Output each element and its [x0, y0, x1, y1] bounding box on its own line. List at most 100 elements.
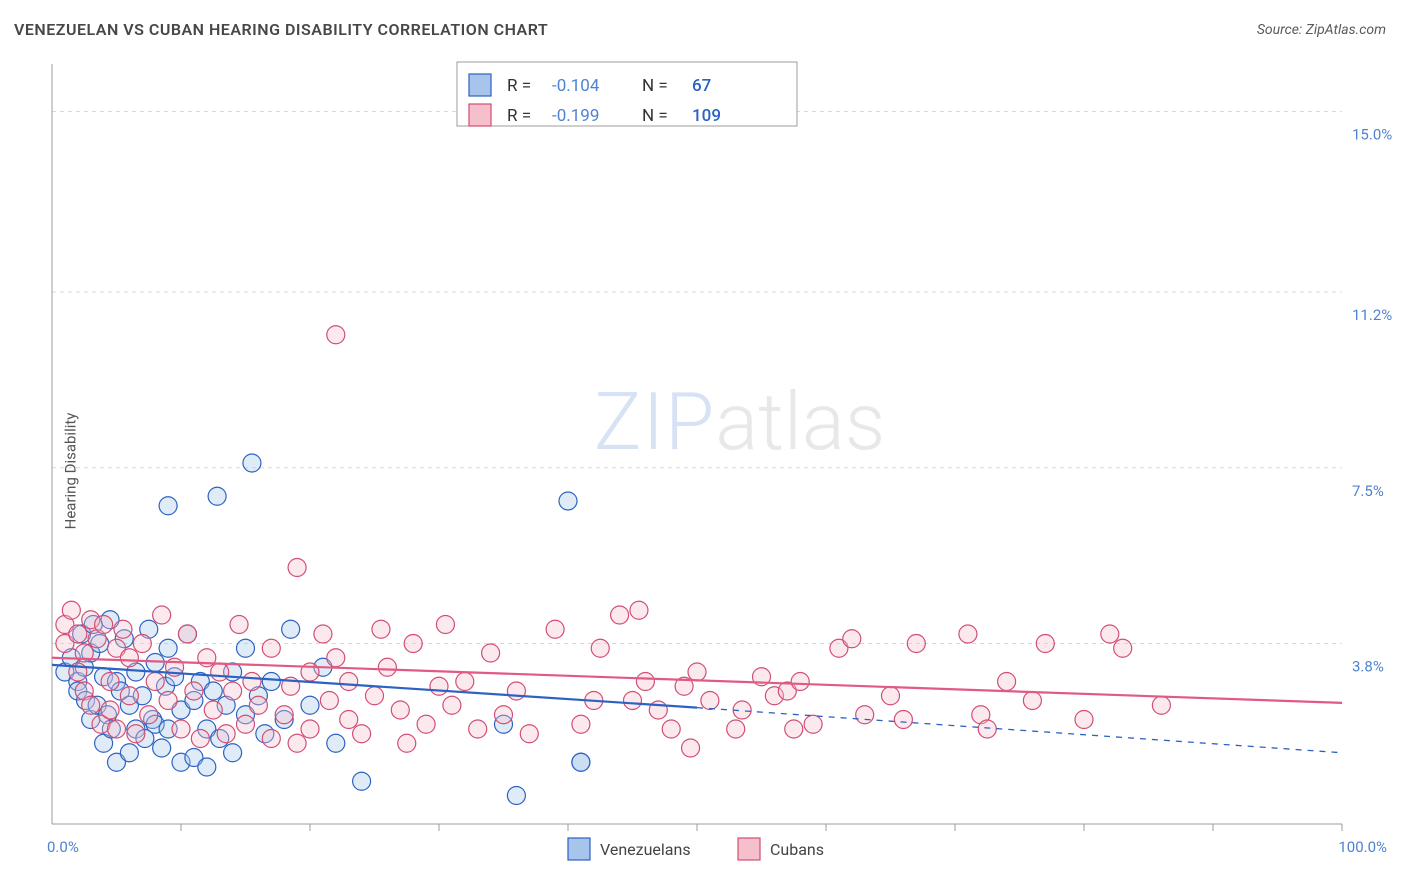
data-point — [469, 720, 487, 738]
data-point — [1114, 639, 1132, 657]
data-point — [262, 673, 280, 691]
data-point — [120, 649, 138, 667]
data-point — [443, 696, 461, 714]
y-tick-label: 7.5% — [1352, 482, 1384, 500]
data-point — [101, 701, 119, 719]
data-point — [301, 696, 319, 714]
data-point — [95, 616, 113, 634]
data-point — [282, 620, 300, 638]
data-point — [1152, 696, 1170, 714]
data-point — [688, 663, 706, 681]
data-point — [62, 601, 80, 619]
data-point — [1036, 635, 1054, 653]
data-point — [978, 720, 996, 738]
data-point — [224, 682, 242, 700]
data-point — [572, 715, 590, 733]
data-point — [456, 673, 474, 691]
data-point — [243, 454, 261, 472]
data-point — [785, 720, 803, 738]
data-point — [301, 720, 319, 738]
data-point — [178, 625, 196, 643]
data-point — [191, 730, 209, 748]
data-point — [1101, 625, 1119, 643]
series-legend-chip — [568, 838, 590, 860]
data-point — [882, 687, 900, 705]
data-point — [624, 692, 642, 710]
data-point — [159, 692, 177, 710]
x-max-label: 100.0% — [1338, 838, 1387, 856]
source-attribution: Source: ZipAtlas.com — [1257, 22, 1386, 38]
legend-n-value: 109 — [692, 106, 721, 126]
data-point — [198, 758, 216, 776]
data-point — [204, 682, 222, 700]
data-point — [159, 497, 177, 515]
data-point — [140, 706, 158, 724]
data-point — [224, 744, 242, 762]
data-point — [572, 753, 590, 771]
data-point — [211, 663, 229, 681]
data-point — [430, 677, 448, 695]
data-point — [230, 616, 248, 634]
data-point — [327, 326, 345, 344]
data-point — [520, 725, 538, 743]
data-point — [378, 658, 396, 676]
data-point — [101, 673, 119, 691]
legend-n-label: N = — [642, 106, 668, 126]
data-point — [320, 692, 338, 710]
data-point — [172, 720, 190, 738]
data-point — [791, 673, 809, 691]
data-point — [133, 635, 151, 653]
data-point — [120, 744, 138, 762]
data-point — [546, 620, 564, 638]
legend-chip — [469, 74, 491, 96]
x-min-label: 0.0% — [47, 838, 79, 856]
data-point — [856, 706, 874, 724]
data-point — [436, 616, 454, 634]
data-point — [843, 630, 861, 648]
data-point — [398, 734, 416, 752]
y-axis-label: Hearing Disability — [61, 413, 79, 530]
chart-svg: 3.8%7.5%11.2%15.0%ZIPatlasR =-0.104N =67… — [0, 56, 1406, 886]
data-point — [288, 734, 306, 752]
data-point — [507, 787, 525, 805]
data-point — [146, 673, 164, 691]
legend-r-label: R = — [507, 76, 531, 96]
data-point — [682, 739, 700, 757]
data-point — [340, 711, 358, 729]
legend-r-value: -0.104 — [552, 76, 600, 96]
data-point — [998, 673, 1016, 691]
data-point — [217, 725, 235, 743]
data-point — [153, 606, 171, 624]
data-point — [69, 625, 87, 643]
data-point — [662, 720, 680, 738]
data-point — [262, 730, 280, 748]
data-point — [1075, 711, 1093, 729]
data-point — [404, 635, 422, 653]
data-point — [727, 720, 745, 738]
data-point — [353, 772, 371, 790]
data-point — [495, 706, 513, 724]
data-point — [804, 715, 822, 733]
chart-container: Hearing Disability 3.8%7.5%11.2%15.0%ZIP… — [0, 56, 1406, 886]
y-tick-label: 15.0% — [1352, 126, 1392, 144]
y-tick-label: 3.8% — [1352, 658, 1384, 676]
data-point — [153, 739, 171, 757]
watermark: ZIPatlas — [594, 375, 886, 469]
data-point — [611, 606, 629, 624]
data-point — [959, 625, 977, 643]
data-point — [353, 725, 371, 743]
data-point — [327, 649, 345, 667]
data-point — [1023, 692, 1041, 710]
legend-chip — [469, 104, 491, 126]
data-point — [340, 673, 358, 691]
data-point — [204, 701, 222, 719]
data-point — [417, 715, 435, 733]
data-point — [262, 639, 280, 657]
legend-r-value: -0.199 — [552, 106, 599, 126]
data-point — [314, 625, 332, 643]
chart-title: VENEZUELAN VS CUBAN HEARING DISABILITY C… — [14, 20, 548, 39]
data-point — [249, 696, 267, 714]
data-point — [208, 487, 226, 505]
data-point — [327, 734, 345, 752]
data-point — [701, 692, 719, 710]
